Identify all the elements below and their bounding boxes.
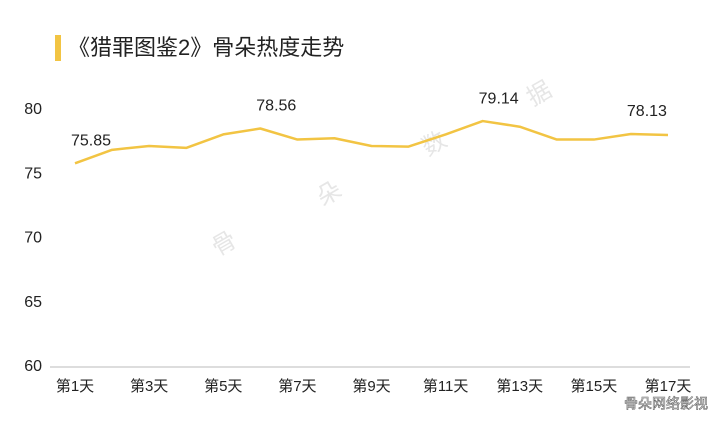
x-tick-label: 第17天 — [645, 377, 692, 395]
x-tick-label: 第9天 — [352, 377, 390, 395]
x-tick-label: 第1天 — [56, 377, 94, 395]
y-tick-label: 70 — [24, 230, 42, 247]
y-tick-label: 75 — [24, 165, 42, 182]
data-label: 75.85 — [71, 133, 111, 150]
x-tick-label: 第5天 — [204, 377, 242, 395]
chart-title: 《猎罪图鉴2》骨朵热度走势 — [68, 35, 344, 60]
background-watermark: 骨 — [207, 226, 241, 261]
background-watermark: 据 — [522, 76, 556, 111]
background-watermark: 数 — [417, 126, 451, 161]
title-accent — [55, 35, 61, 61]
y-tick-label: 80 — [24, 101, 42, 118]
x-tick-label: 第13天 — [496, 377, 543, 395]
x-tick-label: 第11天 — [423, 377, 469, 395]
watermark: 骨朵网络影视 — [624, 396, 708, 412]
x-tick-label: 第15天 — [571, 377, 618, 395]
x-tick-label: 第7天 — [278, 377, 316, 395]
data-label: 78.13 — [627, 103, 667, 120]
background-watermark: 朵 — [312, 176, 346, 211]
data-label: 79.14 — [479, 90, 519, 107]
x-tick-label: 第3天 — [130, 377, 168, 395]
y-tick-label: 65 — [24, 294, 42, 311]
y-tick-label: 60 — [24, 358, 42, 375]
line — [74, 119, 669, 165]
data-label: 78.56 — [256, 98, 296, 115]
